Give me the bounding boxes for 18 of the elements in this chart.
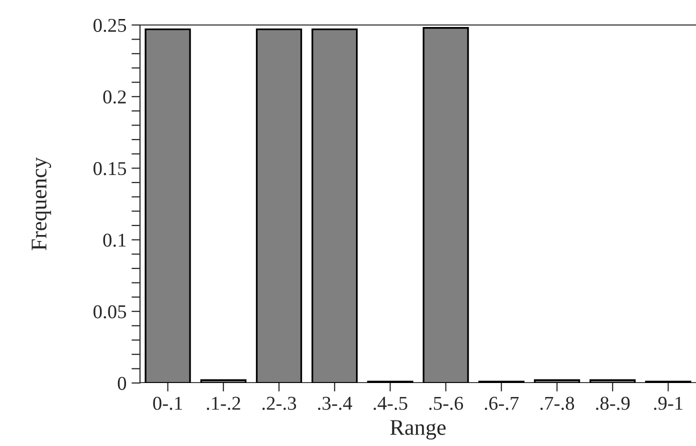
x-tick-label: .1-.2 [206,396,240,410]
y-tick-label: 0.05 [94,305,126,318]
y-tick-label: 0.15 [94,162,126,176]
x-tick-label: 0-.1 [153,396,182,410]
x-tick-label: .5-.6 [429,396,464,410]
y-axis-title: Frequency [32,157,52,250]
x-tick-label: .3-.4 [318,396,352,410]
y-tick-label: 0.2 [103,90,126,104]
x-tick-label: .6-.7 [484,396,519,410]
x-axis-title: Range [390,420,446,440]
x-tick-label: .8-.9 [596,396,630,410]
x-tick-label: .4-.5 [374,396,408,410]
y-tick-label: 0.1 [103,234,126,247]
y-tick-label: 0 [118,376,126,390]
y-tick-label: 0.25 [94,18,126,32]
x-tick-label: .2-.3 [262,396,296,410]
x-tick-label: .9-1 [654,396,682,410]
x-tick-label: .7-.8 [540,396,574,410]
